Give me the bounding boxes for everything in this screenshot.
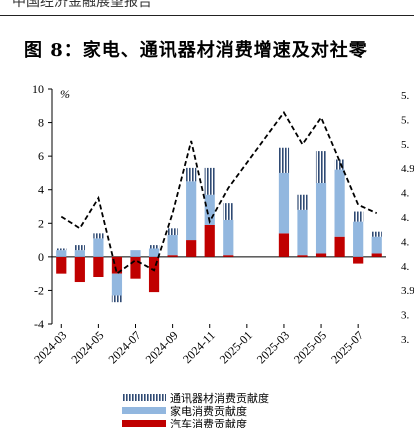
bar-segment	[148, 256, 160, 293]
bar-segment	[278, 172, 290, 234]
legend-label: 汽车消费贡献度	[170, 417, 247, 428]
y-tick-label: -4	[34, 317, 44, 331]
bar-segment	[223, 219, 234, 256]
bar-segment	[74, 256, 85, 283]
bar-segment	[148, 245, 160, 249]
bar-segment	[315, 253, 327, 257]
bar-segment	[74, 245, 85, 251]
bar-segment	[130, 250, 141, 257]
bar-segment	[334, 236, 345, 257]
y-unit-label: %	[60, 87, 70, 101]
bar-segment	[93, 233, 104, 239]
bar-segment	[186, 240, 197, 257]
bar-segment	[111, 273, 123, 296]
bar-segment	[334, 169, 345, 237]
bar-segment	[93, 238, 104, 257]
chart-bars	[56, 147, 382, 303]
y-tick-label: 8	[38, 116, 44, 130]
y-tick-label: 2	[38, 216, 44, 230]
right-tick-label: 5.	[401, 90, 410, 102]
bar-segment	[167, 235, 178, 256]
right-tick-label: 3.	[401, 334, 410, 346]
bar-segment	[297, 194, 308, 210]
y-tick-label: 0	[38, 250, 44, 264]
bar-segment	[315, 151, 327, 183]
legend-label: 家电消费贡献度	[170, 404, 247, 418]
bar-segment	[204, 167, 215, 195]
right-tick-label: 4.	[401, 236, 410, 248]
legend-swatch	[122, 420, 166, 427]
report-header-text: 中国经济金融展望报告	[12, 0, 152, 10]
x-tick-label: 2025-03	[254, 328, 292, 366]
right-tick-label: 5.	[401, 114, 410, 126]
bar-segment	[223, 255, 234, 257]
bar-segment	[186, 181, 197, 241]
header-rule	[0, 15, 414, 16]
bar-segment	[297, 209, 308, 256]
bar-segment	[93, 256, 104, 277]
bar-segment	[167, 228, 178, 236]
right-tick-label: 4.	[401, 188, 410, 200]
figure-title: 图 8：家电、通讯器材消费增速及对社零	[24, 40, 368, 61]
bar-segment	[278, 147, 290, 173]
line-series	[60, 110, 378, 276]
bar-segment	[297, 255, 308, 257]
x-tick-label: 2024-05	[68, 328, 106, 366]
bar-segment	[186, 167, 197, 182]
x-tick-label: 2025-05	[291, 328, 329, 366]
bar-segment	[315, 183, 327, 254]
x-tick-label: 2024-11	[180, 328, 218, 366]
bar-segment	[371, 253, 382, 257]
bar-segment	[111, 295, 123, 303]
y-tick-label: 10	[32, 82, 44, 96]
x-tick-label: 2025-01	[217, 328, 255, 366]
legend-label: 通讯器材消费贡献度	[170, 391, 269, 405]
bar-segment	[167, 255, 178, 257]
x-tick-label: 2024-09	[143, 328, 181, 366]
bar-segment	[56, 250, 67, 257]
legend-swatch	[122, 394, 166, 401]
bar-segment	[148, 248, 160, 257]
right-tick-label: 3.9	[401, 285, 414, 297]
bar-segment	[371, 231, 382, 237]
legend-swatch	[122, 407, 166, 414]
x-tick-label: 2025-07	[328, 328, 366, 366]
right-tick-label: 4.	[401, 212, 410, 224]
bar-segment	[204, 194, 215, 225]
chart-line	[60, 110, 378, 276]
x-tick-label: 2024-03	[31, 328, 69, 366]
bar-segment	[353, 211, 364, 222]
bar-segment	[130, 256, 141, 279]
right-tick-label: 4.9	[401, 163, 414, 175]
y-tick-label: -2	[34, 283, 44, 297]
bar-segment	[278, 233, 290, 257]
bar-segment	[74, 250, 85, 257]
bar-segment	[56, 256, 67, 274]
bar-segment	[111, 256, 123, 274]
right-tick-label: 3.	[401, 310, 410, 322]
y-tick-label: 6	[38, 149, 44, 163]
bar-segment	[223, 203, 234, 220]
right-tick-label: 4.	[401, 261, 410, 273]
right-tick-label: 5.	[401, 139, 410, 151]
bar-segment	[353, 256, 364, 264]
y-tick-label: 4	[38, 183, 44, 197]
x-tick-label: 2024-07	[105, 328, 143, 366]
bar-segment	[56, 248, 67, 251]
bar-segment	[204, 224, 215, 257]
bar-segment	[371, 236, 382, 254]
bar-segment	[353, 221, 364, 257]
bar-segment	[334, 159, 345, 170]
